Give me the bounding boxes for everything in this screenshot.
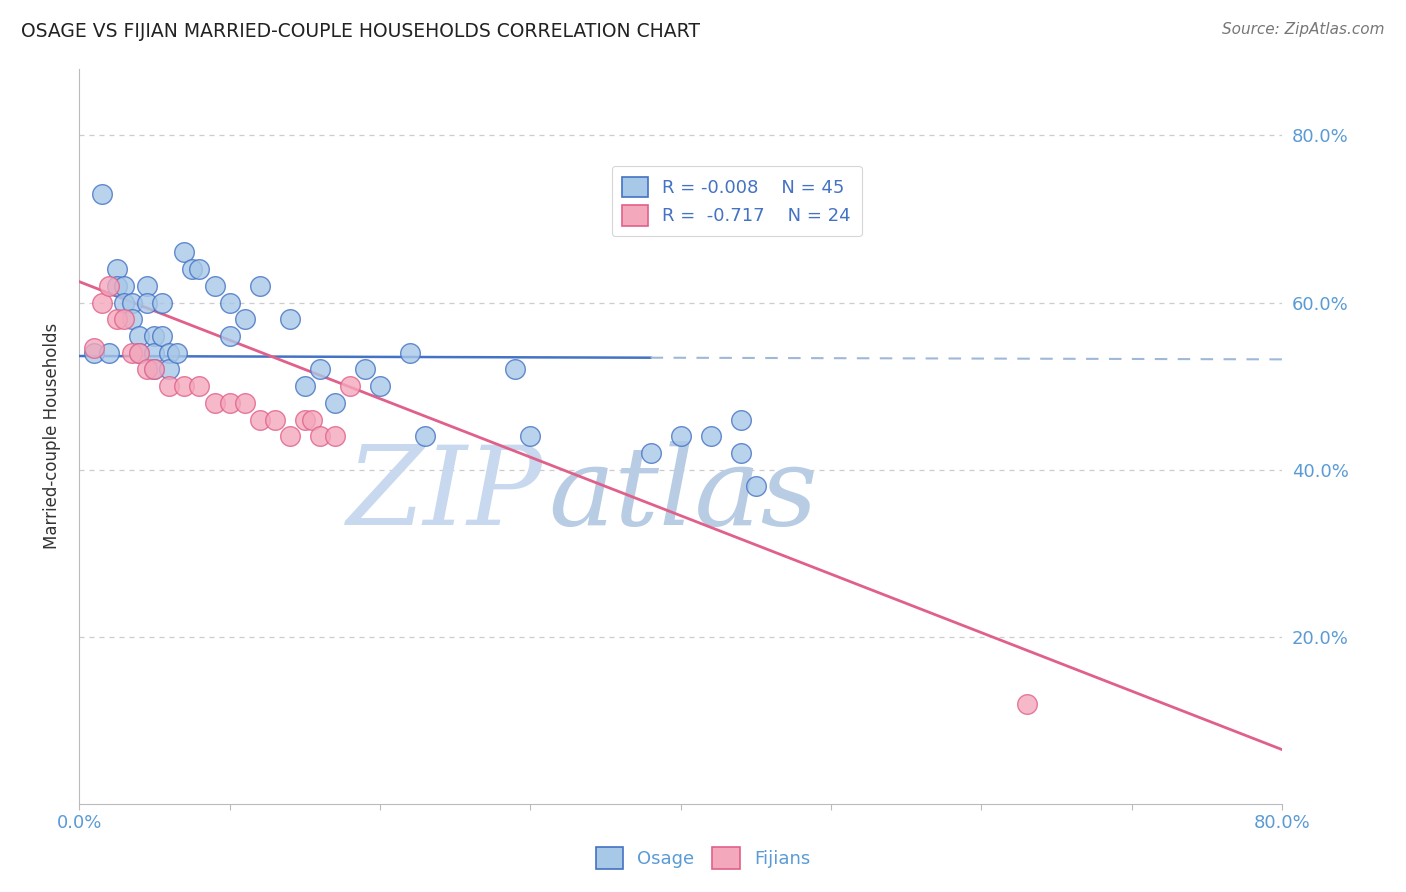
Point — [263, 412, 285, 426]
Point — [112, 295, 135, 310]
Point — [249, 412, 271, 426]
Point — [188, 379, 211, 393]
Text: OSAGE VS FIJIAN MARRIED-COUPLE HOUSEHOLDS CORRELATION CHART: OSAGE VS FIJIAN MARRIED-COUPLE HOUSEHOLD… — [21, 22, 700, 41]
Point — [368, 379, 391, 393]
Point — [188, 262, 211, 277]
Point — [98, 345, 121, 359]
Point — [233, 396, 256, 410]
Point — [150, 329, 173, 343]
Point — [143, 362, 166, 376]
Point — [112, 278, 135, 293]
Point — [90, 295, 112, 310]
Y-axis label: Married-couple Households: Married-couple Households — [44, 323, 60, 549]
Point — [150, 295, 173, 310]
Point — [128, 329, 150, 343]
Point — [519, 429, 541, 443]
Point — [157, 362, 180, 376]
Point — [745, 479, 768, 493]
Point — [413, 429, 436, 443]
Point — [730, 412, 752, 426]
Point — [308, 362, 330, 376]
Point — [105, 312, 128, 326]
Point — [135, 278, 157, 293]
Point — [112, 312, 135, 326]
Point — [503, 362, 526, 376]
Point — [669, 429, 692, 443]
Text: Source: ZipAtlas.com: Source: ZipAtlas.com — [1222, 22, 1385, 37]
Point — [128, 345, 150, 359]
Point — [640, 446, 662, 460]
Point — [135, 362, 157, 376]
Point — [181, 262, 204, 277]
Legend: R = -0.008    N = 45, R =  -0.717    N = 24: R = -0.008 N = 45, R = -0.717 N = 24 — [612, 166, 862, 236]
Point — [157, 345, 180, 359]
Point — [323, 429, 346, 443]
Point — [90, 186, 112, 201]
Point — [157, 379, 180, 393]
Point — [204, 278, 226, 293]
Point — [143, 362, 166, 376]
Point — [143, 329, 166, 343]
Point — [105, 262, 128, 277]
Point — [166, 345, 188, 359]
Point — [83, 345, 105, 359]
Point — [700, 429, 723, 443]
Point — [233, 312, 256, 326]
Point — [105, 278, 128, 293]
Point — [308, 429, 330, 443]
Point — [83, 342, 105, 356]
Text: ZIP: ZIP — [346, 442, 543, 549]
Point — [204, 396, 226, 410]
Point — [323, 396, 346, 410]
Point — [135, 295, 157, 310]
Point — [98, 278, 121, 293]
Point — [249, 278, 271, 293]
Point — [354, 362, 377, 376]
Point — [294, 412, 316, 426]
Point — [730, 446, 752, 460]
Point — [399, 345, 422, 359]
Point — [218, 329, 240, 343]
Point — [218, 396, 240, 410]
Legend: Osage, Fijians: Osage, Fijians — [586, 838, 820, 879]
Point — [121, 345, 143, 359]
Point — [1015, 697, 1038, 711]
Point — [278, 312, 301, 326]
Point — [121, 295, 143, 310]
Text: atlas: atlas — [548, 442, 818, 549]
Point — [121, 312, 143, 326]
Point — [173, 379, 195, 393]
Point — [301, 412, 323, 426]
Point — [143, 345, 166, 359]
Point — [128, 345, 150, 359]
Point — [218, 295, 240, 310]
Point — [339, 379, 361, 393]
Point — [173, 245, 195, 260]
Point — [294, 379, 316, 393]
Point — [278, 429, 301, 443]
